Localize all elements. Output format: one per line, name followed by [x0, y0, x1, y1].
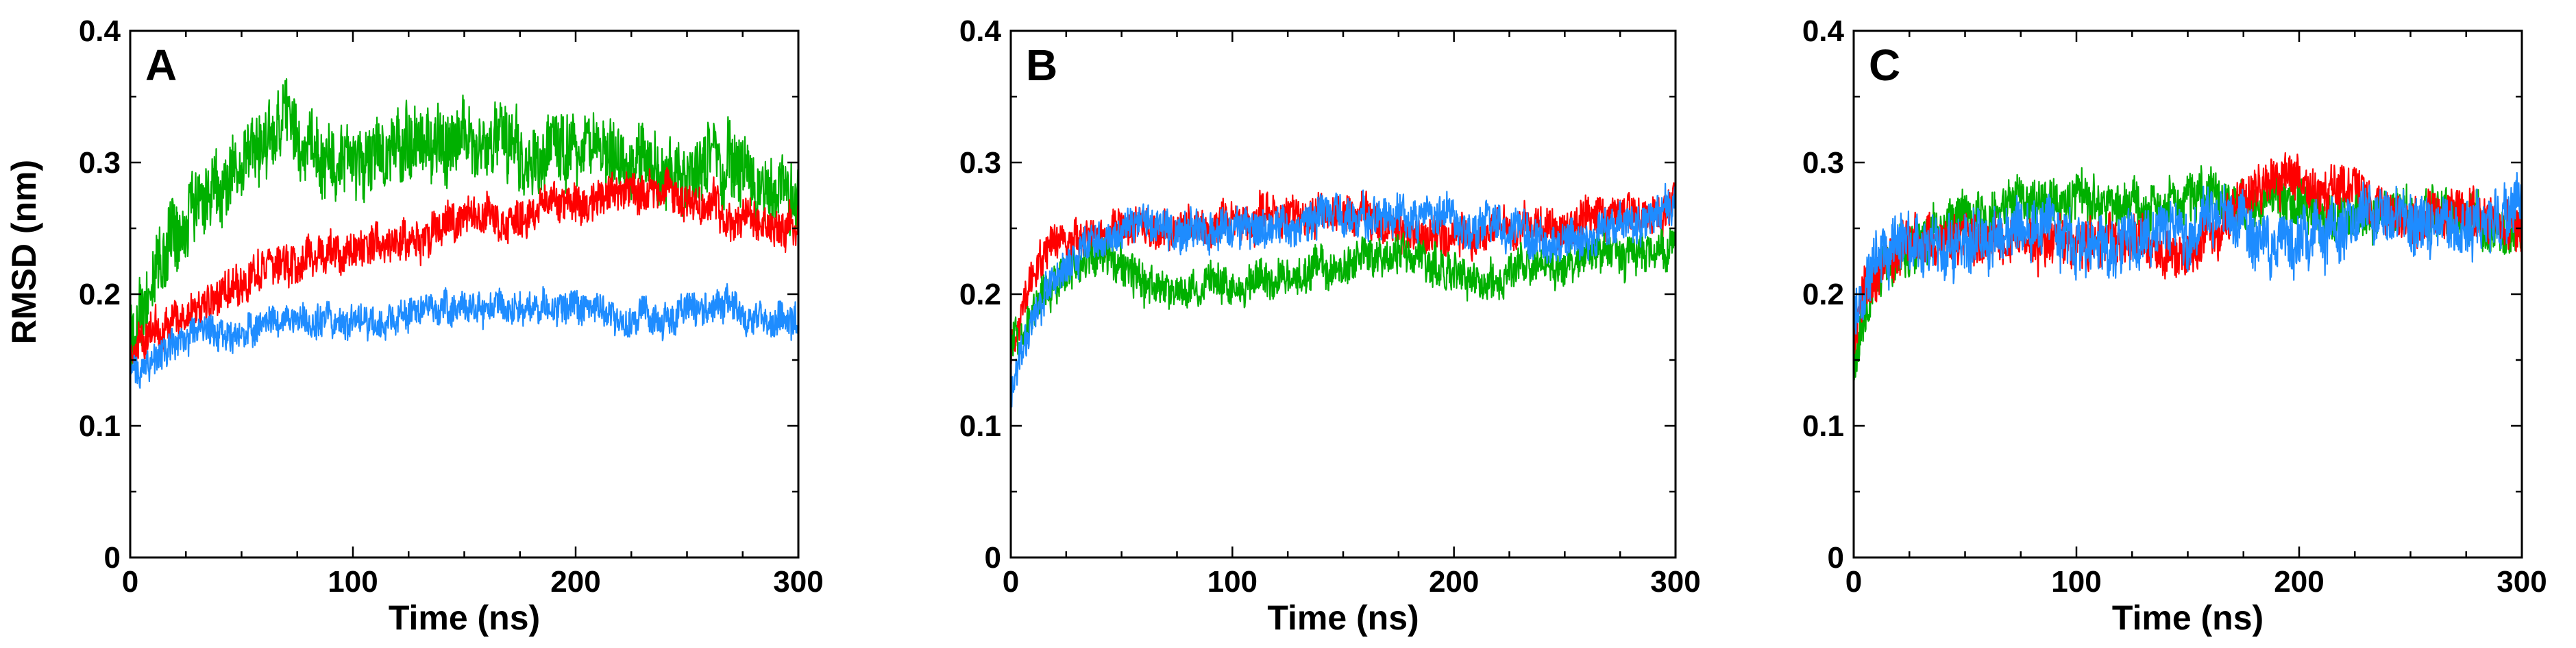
y-axis-title: RMSD (nm) — [5, 160, 43, 344]
x-axis-title: Time (ns) — [389, 599, 540, 637]
y-tick-label: 0.4 — [79, 14, 121, 48]
x-tick-label: 0 — [1845, 565, 1862, 599]
series-blue-line — [1854, 171, 2522, 335]
plot-frame — [1852, 29, 2523, 559]
series-red-line — [130, 167, 798, 371]
y-tick-label: 0.1 — [1802, 409, 1844, 443]
x-axis-title: Time (ns) — [2112, 599, 2264, 637]
series-blue-line — [130, 283, 798, 389]
y-tick-label: 0.1 — [959, 409, 1001, 443]
series-green-line — [1011, 228, 1676, 360]
y-tick-label: 0.3 — [959, 146, 1001, 180]
panel-letter: A — [145, 40, 177, 90]
y-tick-label: 0 — [1828, 541, 1844, 575]
x-axis-title: Time (ns) — [1267, 599, 1419, 637]
x-tick-label: 100 — [1207, 565, 1258, 599]
x-tick-label: 100 — [2051, 565, 2101, 599]
x-tick-label: 0 — [1003, 565, 1019, 599]
panel-letter: C — [1869, 40, 1900, 90]
x-tick-label: 300 — [2497, 565, 2547, 599]
y-tick-label: 0.4 — [1802, 14, 1845, 48]
series-green-line — [130, 77, 798, 370]
plot-frame — [1009, 29, 1677, 559]
panel-c: 0 100 200 300 0 0.1 0.2 0.3 0.4 Time (ns) C — [1802, 14, 2547, 637]
y-tick-label: 0.2 — [1802, 278, 1844, 311]
y-tick-label: 0.1 — [79, 409, 121, 443]
x-tick-label: 200 — [550, 565, 600, 599]
panel-a: 0 100 200 300 0 0.1 0.2 0.3 0.4 Time (ns) RMSD (nm… — [5, 14, 824, 637]
x-tick-label: 0 — [122, 565, 138, 599]
x-tick-label: 300 — [773, 565, 823, 599]
y-tick-label: 0 — [104, 541, 121, 575]
y-tick-label: 0.2 — [79, 278, 121, 311]
x-tick-label: 200 — [2274, 565, 2324, 599]
y-tick-label: 0.2 — [959, 278, 1001, 311]
y-tick-label: 0 — [985, 541, 1001, 575]
x-tick-label: 300 — [1650, 565, 1700, 599]
panel-b: 0 100 200 300 0 0.1 0.2 0.3 0.4 Time (ns) B — [959, 14, 1701, 637]
y-tick-label: 0.3 — [1802, 146, 1844, 180]
series-blue-line — [1011, 182, 1676, 408]
y-tick-label: 0.3 — [79, 146, 121, 180]
x-tick-label: 200 — [1429, 565, 1479, 599]
panel-letter: B — [1026, 40, 1057, 90]
y-tick-label: 0.4 — [959, 14, 1002, 48]
x-tick-label: 100 — [328, 565, 378, 599]
